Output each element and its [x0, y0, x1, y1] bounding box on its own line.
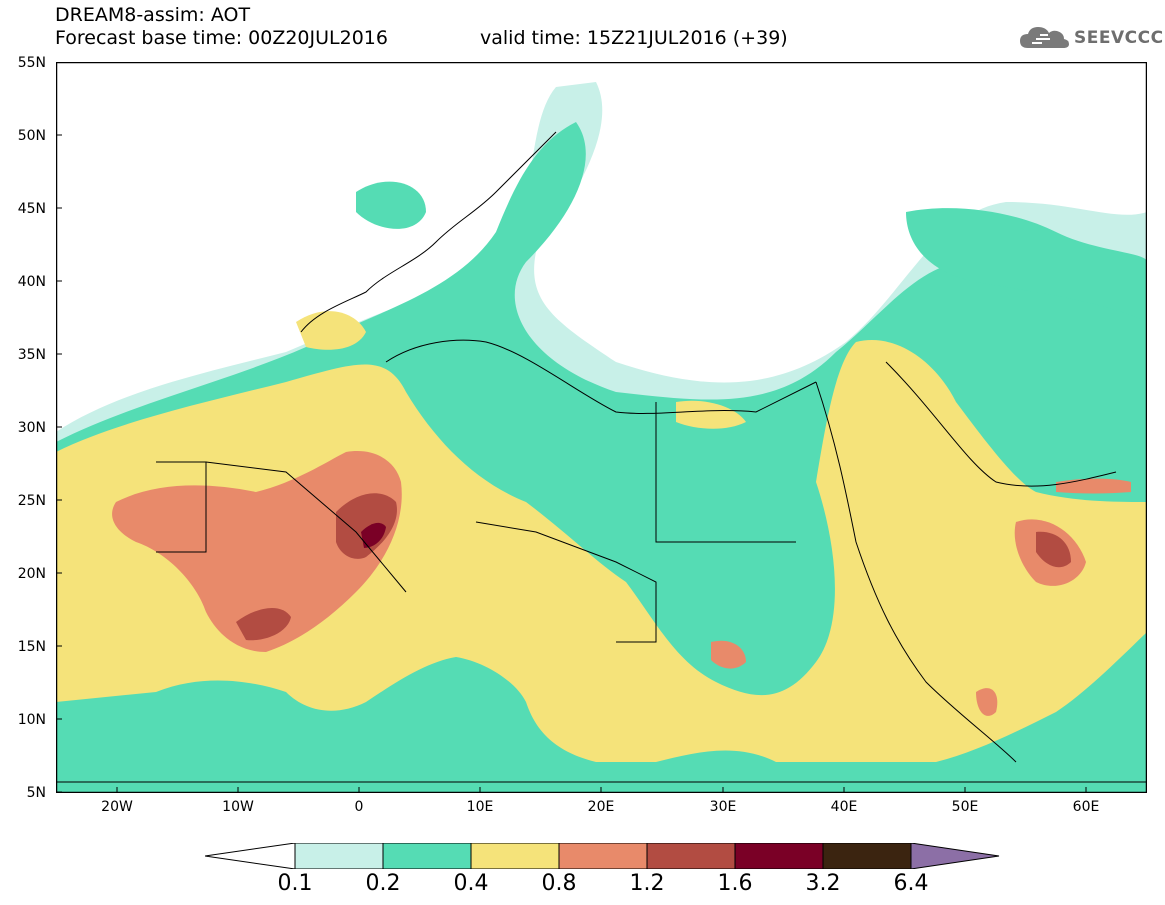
- x-label-30e: 30E: [709, 799, 737, 815]
- aot-field-1.2: [236, 493, 1071, 641]
- colorbar-min-arrow: [205, 843, 296, 869]
- colorbar-label-7: 6.4: [893, 871, 929, 896]
- y-label-40n: 40N: [17, 274, 46, 290]
- colorbar-bin-3: [558, 843, 648, 869]
- y-label-5n: 5N: [26, 785, 46, 801]
- y-ticks: [56, 62, 62, 793]
- x-label-20w: 20W: [101, 799, 133, 815]
- y-label-15n: 15N: [17, 639, 46, 655]
- aot-field-0.8: [112, 451, 1131, 716]
- x-label-0: 0: [354, 799, 364, 815]
- valid-time: valid time: 15Z21JUL2016 (+39): [480, 27, 788, 49]
- aot-field-0.4: [56, 311, 1147, 762]
- y-label-55n: 55N: [17, 55, 46, 71]
- colorbar-label-1: 0.2: [365, 871, 401, 896]
- colorbar-label-2: 0.4: [453, 871, 489, 896]
- colorbar-bin-5: [734, 843, 824, 869]
- colorbar-label-5: 1.6: [717, 871, 753, 896]
- colorbar: [205, 843, 1000, 869]
- x-ticks: [116, 787, 1087, 793]
- x-label-40e: 40E: [830, 799, 858, 815]
- forecast-base-time: Forecast base time: 00Z20JUL2016: [55, 27, 388, 49]
- y-label-35n: 35N: [17, 347, 46, 363]
- aot-map: [56, 62, 1147, 793]
- y-label-10n: 10N: [17, 712, 46, 728]
- coastlines: [56, 131, 1147, 783]
- y-label-25n: 25N: [17, 493, 46, 509]
- colorbar-bin-4: [646, 843, 736, 869]
- y-label-50n: 50N: [17, 128, 46, 144]
- colorbar-bin-2: [470, 843, 560, 869]
- seevccc-logo: SEEVCCC: [1018, 22, 1164, 54]
- x-label-10w: 10W: [222, 799, 254, 815]
- colorbar-bin-0: [294, 843, 384, 869]
- x-label-10e: 10E: [466, 799, 494, 815]
- y-label-45n: 45N: [17, 201, 46, 217]
- colorbar-label-0: 0.1: [277, 871, 313, 896]
- aot-field-1.6: [361, 522, 386, 548]
- colorbar-bin-1: [382, 843, 472, 869]
- logo-text: SEEVCCC: [1074, 28, 1164, 48]
- x-label-60e: 60E: [1072, 799, 1100, 815]
- y-label-20n: 20N: [17, 566, 46, 582]
- x-label-50e: 50E: [951, 799, 979, 815]
- cloud-icon: [1020, 27, 1069, 48]
- map-title: DREAM8-assim: AOT: [55, 4, 251, 26]
- x-label-20e: 20E: [587, 799, 615, 815]
- colorbar-label-4: 1.2: [629, 871, 665, 896]
- colorbar-max-arrow: [910, 843, 1000, 869]
- colorbar-label-6: 3.2: [805, 871, 841, 896]
- colorbar-label-3: 0.8: [541, 871, 577, 896]
- colorbar-bin-6: [822, 843, 912, 869]
- y-label-30n: 30N: [17, 420, 46, 436]
